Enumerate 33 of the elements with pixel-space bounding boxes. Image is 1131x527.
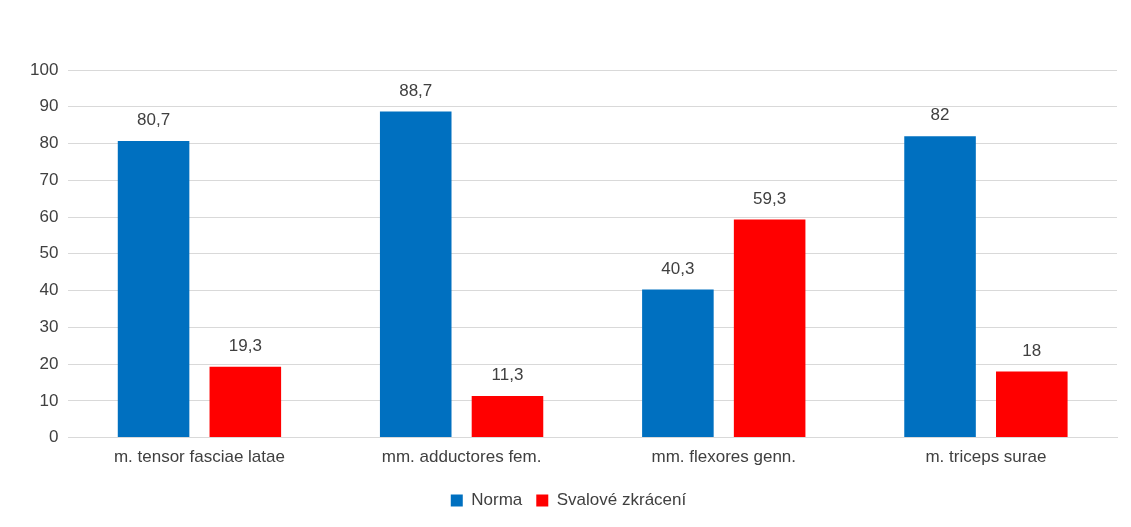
y-tick-label: 90 bbox=[39, 96, 59, 116]
data-label: 11,3 bbox=[491, 365, 524, 385]
bar bbox=[904, 136, 976, 438]
data-label: 59,3 bbox=[753, 188, 787, 208]
y-tick-label: 70 bbox=[39, 169, 59, 189]
x-tick-label: mm. adductores fem. bbox=[381, 447, 542, 467]
y-tick-label: 50 bbox=[39, 243, 59, 263]
bar bbox=[733, 219, 806, 438]
y-tick-label: 40 bbox=[39, 280, 59, 300]
data-label: 82 bbox=[930, 105, 950, 125]
y-tick-label: 10 bbox=[39, 390, 59, 410]
y-tick-label: 80 bbox=[39, 133, 59, 153]
data-label: 18 bbox=[1022, 340, 1042, 360]
data-label: 88,7 bbox=[399, 80, 433, 100]
bar bbox=[117, 140, 190, 438]
y-tick-label: 0 bbox=[48, 427, 59, 447]
bar bbox=[642, 289, 714, 438]
x-tick-label: m. triceps surae bbox=[925, 447, 1047, 467]
x-tick-label: m. tensor fasciae latae bbox=[113, 447, 285, 467]
y-tick-label: 30 bbox=[39, 317, 59, 337]
legend-label: Norma bbox=[471, 490, 523, 510]
data-label: 40,3 bbox=[661, 258, 695, 278]
bar bbox=[471, 396, 544, 438]
y-tick-label: 60 bbox=[39, 206, 59, 226]
data-label: 19,3 bbox=[228, 335, 262, 355]
bar bbox=[209, 366, 282, 438]
bar bbox=[996, 371, 1068, 438]
y-tick-label: 20 bbox=[39, 353, 59, 373]
y-tick-label: 100 bbox=[29, 59, 59, 79]
legend-label: Svalové zkrácení bbox=[556, 490, 687, 510]
bar bbox=[379, 111, 452, 438]
x-tick-label: mm. flexores genn. bbox=[651, 447, 797, 467]
data-label: 80,7 bbox=[137, 110, 171, 130]
